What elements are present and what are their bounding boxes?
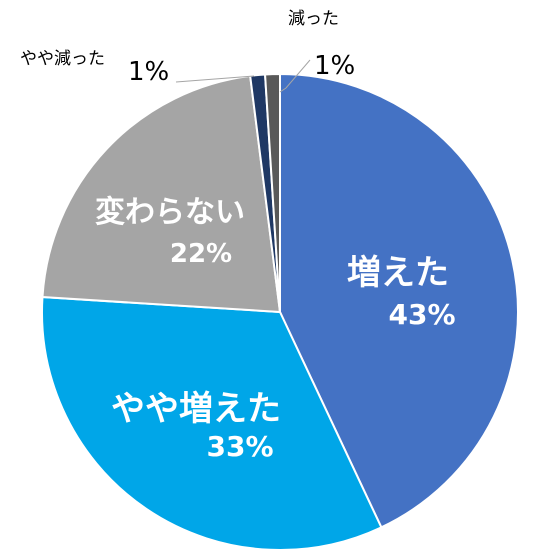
pie-slices <box>41 72 519 551</box>
slice-value-slightly-increased: 33% <box>206 430 273 463</box>
slice-label-unchanged: 変わらない <box>95 195 245 230</box>
pie-slice-slightly-increased <box>41 295 383 551</box>
leader-lines <box>175 59 311 93</box>
slice-label-decreased: 減った <box>288 9 339 29</box>
slice-label-slightly-decreased: やや減った <box>20 49 105 69</box>
leader-line-slightly-decreased <box>175 75 255 83</box>
slice-value-increased: 43% <box>388 298 455 331</box>
leader-line-decreased <box>279 59 311 93</box>
pie-slice-decreased <box>263 72 281 313</box>
pie-slice-increased <box>279 72 519 529</box>
slice-label-slightly-increased: やや増えた <box>111 389 281 429</box>
slice-value-unchanged: 22% <box>170 239 232 269</box>
slice-value-decreased: 1% <box>314 51 355 81</box>
slice-value-slightly-decreased: 1% <box>128 57 169 87</box>
slice-label-increased: 増えた <box>347 253 449 293</box>
pie-slice-unchanged <box>41 74 282 314</box>
